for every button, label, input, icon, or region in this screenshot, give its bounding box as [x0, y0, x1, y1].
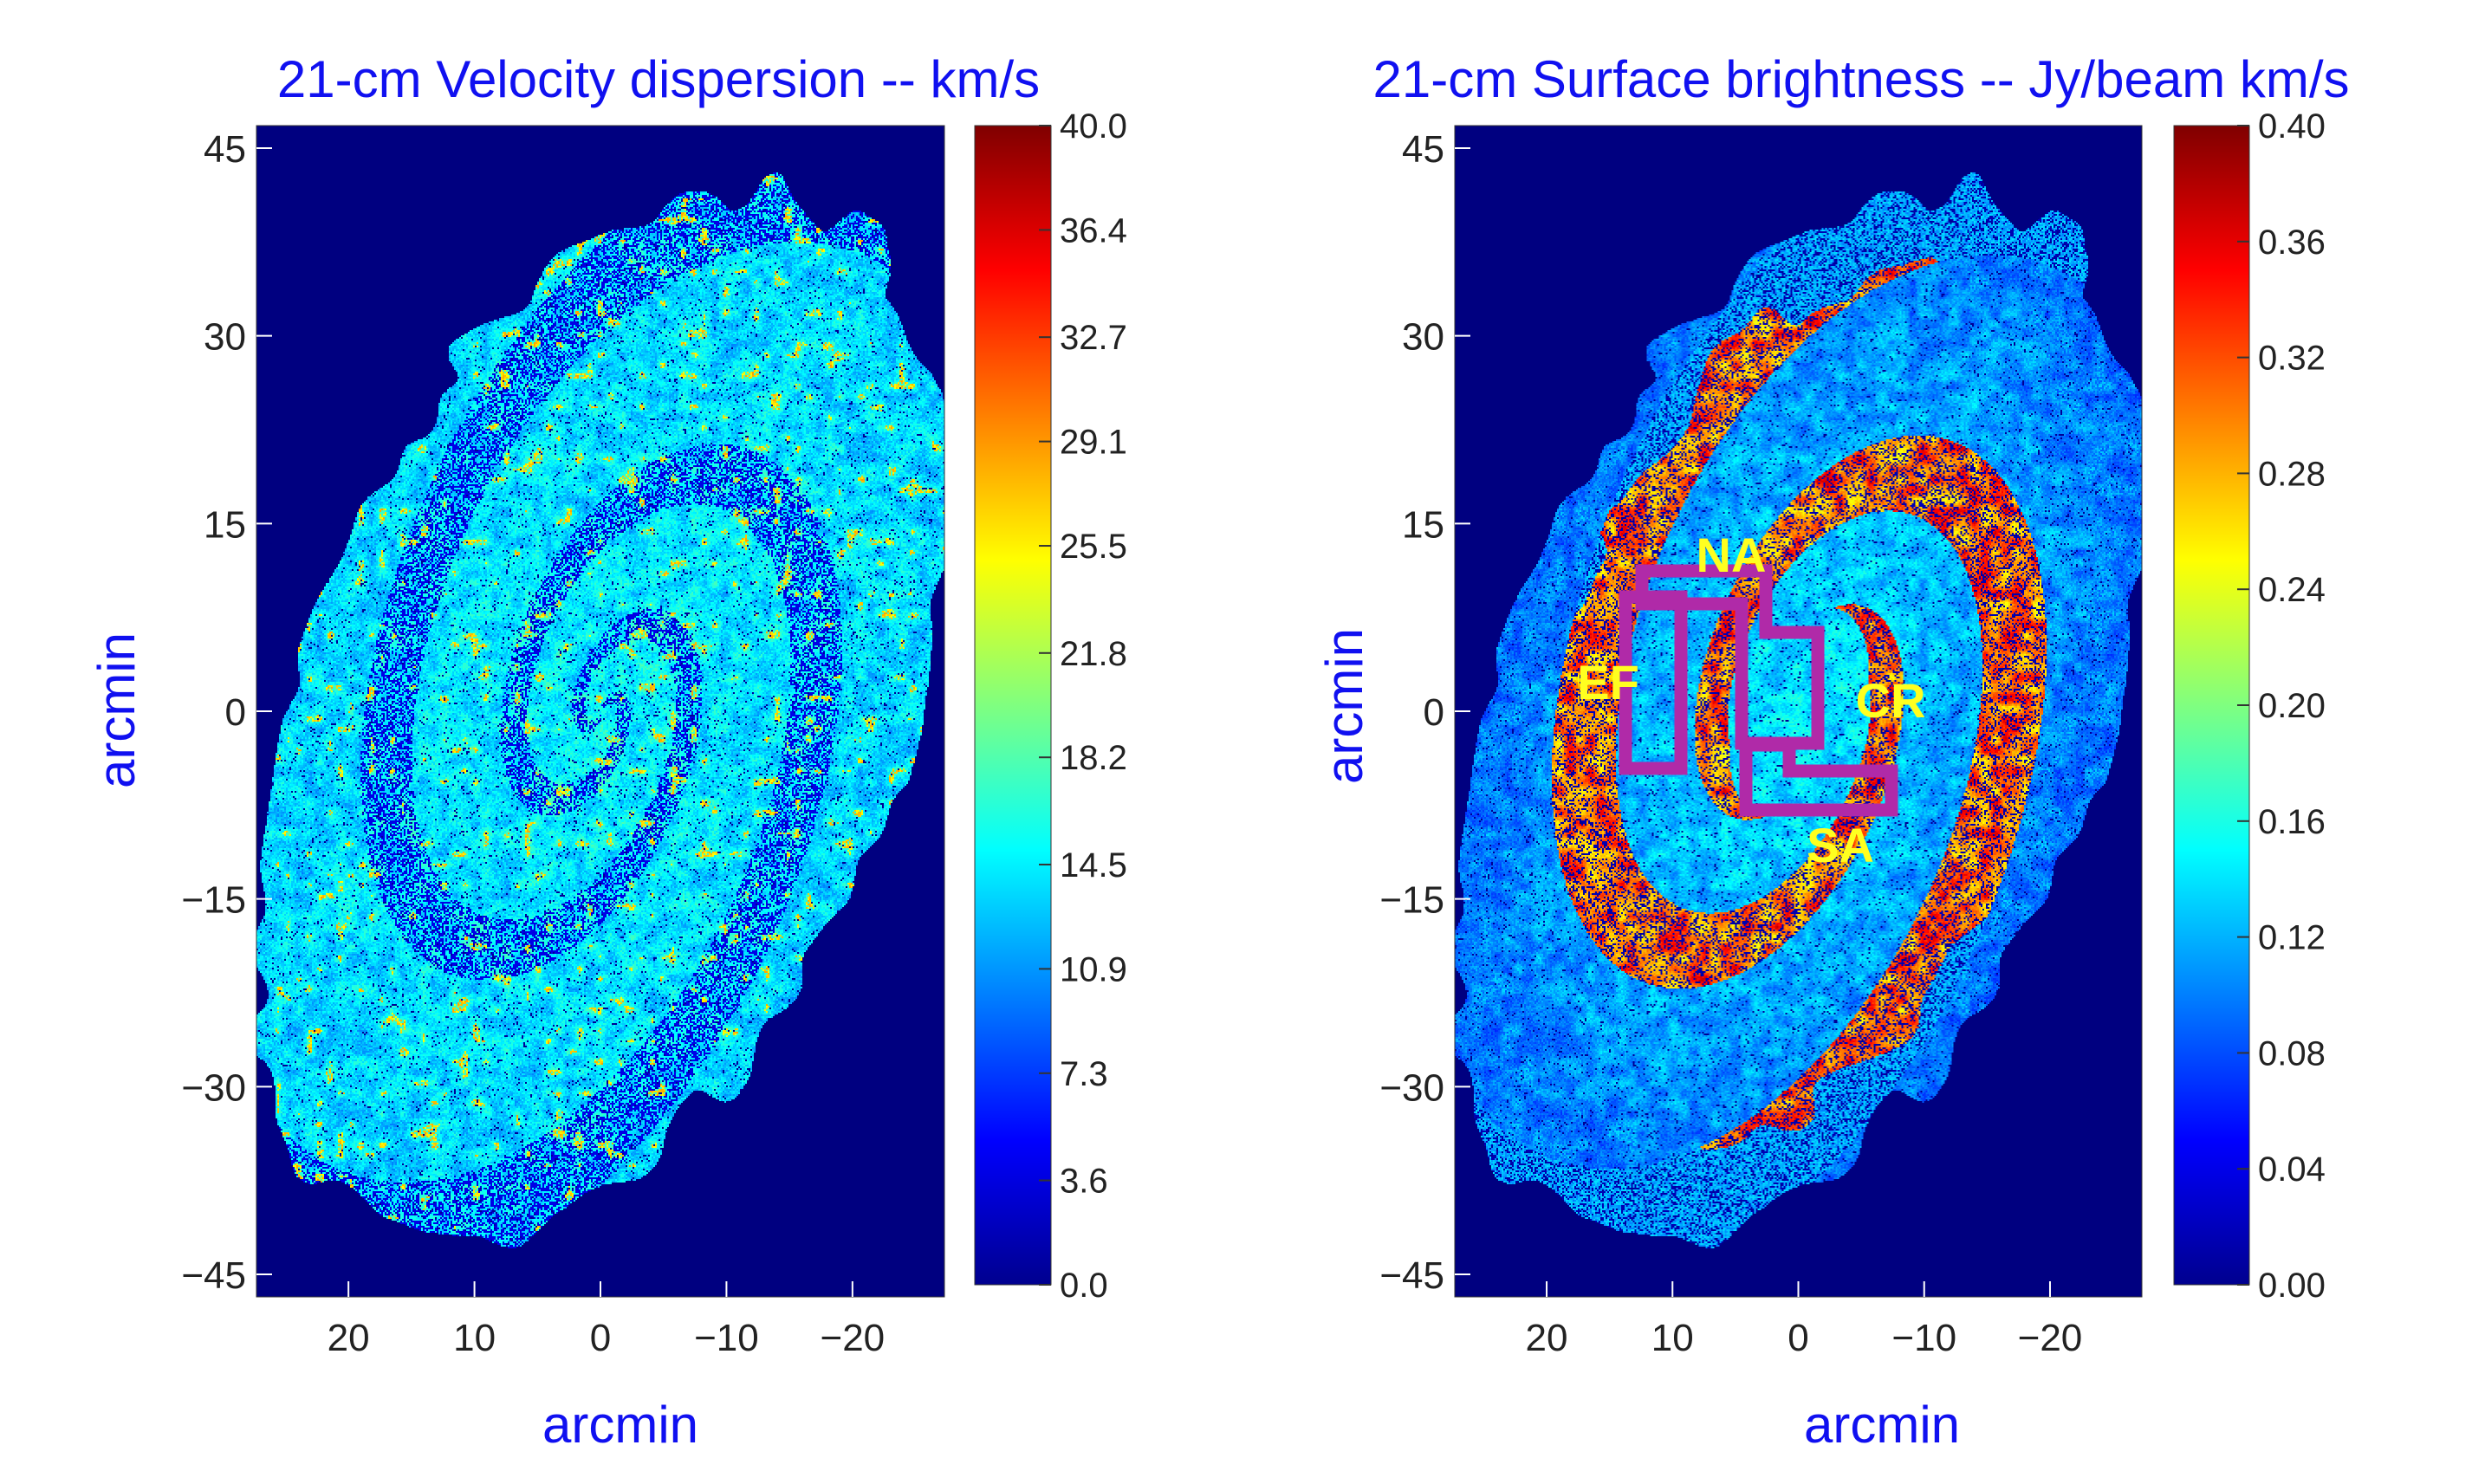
y-tick-label: −30: [181, 1066, 246, 1109]
x-tick-label: −10: [1891, 1317, 1956, 1359]
x-tick-label: 20: [1526, 1317, 1568, 1359]
region-box-sa: [1746, 745, 1891, 810]
region-label-ef: EF: [1577, 655, 1639, 710]
colorbar-tick-label: 0.36: [2258, 224, 2326, 262]
colorbar-tick-label: 0.32: [2258, 340, 2326, 378]
x-tick-label: 0: [1788, 1317, 1808, 1359]
x-axis-label: arcmin: [1804, 1396, 1960, 1454]
colorbar-tick-label: 32.7: [1060, 319, 1127, 357]
colorbar-tick-label: 0.20: [2258, 687, 2326, 725]
colorbar-tick-label: 0.40: [2258, 107, 2326, 146]
y-tick-label: 15: [1402, 503, 1444, 546]
y-tick-label: −45: [1379, 1254, 1444, 1297]
colorbar-tick-label: 7.3: [1060, 1055, 1108, 1093]
x-tick-label: 10: [453, 1317, 496, 1359]
y-axis-label: arcmin: [88, 632, 146, 788]
y-axis: 45 30 15 0 −15 −30 −45: [181, 128, 272, 1297]
x-tick-label: −20: [821, 1317, 886, 1359]
region-outlines: [1625, 571, 1891, 810]
x-tick-label: 20: [328, 1317, 370, 1359]
plot-frame: [1455, 126, 2142, 1297]
y-axis: 45 30 15 0 −15 −30 −45: [1379, 128, 1470, 1297]
x-tick-label: 0: [590, 1317, 611, 1359]
y-tick-label: 15: [204, 503, 246, 546]
region-label-sa: SA: [1807, 818, 1874, 872]
colorbar-tick-label: 10.9: [1060, 950, 1127, 988]
colorbar-tick-label: 0.0: [1060, 1267, 1108, 1305]
colorbar-tick-label: 3.6: [1060, 1163, 1108, 1201]
y-tick-label: −15: [1379, 879, 1444, 922]
figure: 21-cm Velocity dispersion -- km/s 20 10 0 −…: [0, 0, 2485, 1484]
y-tick-label: 30: [1402, 316, 1444, 359]
x-axis: 20 10 0 −10 −20: [328, 1281, 885, 1359]
region-label-na: NA: [1697, 528, 1767, 582]
colorbar-tick-label: 36.4: [1060, 211, 1127, 249]
y-tick-label: 30: [204, 316, 246, 359]
colorbar-tick-label: 21.8: [1060, 635, 1127, 673]
y-axis-label: arcmin: [1315, 628, 1373, 784]
y-tick-label: 0: [1424, 691, 1444, 734]
y-tick-label: −45: [181, 1254, 246, 1297]
colorbar-ticks: 0.00 0.04 0.08 0.12 0.16 0.20 0.24 0.28 0.32 0.36…: [2237, 107, 2326, 1305]
colorbar-tick-label: 0.12: [2258, 919, 2326, 957]
colorbar-ticks: 0.0 3.6 7.3 10.9 14.5 18.2 21.8 25.5 29.1 32.7 36.…: [1039, 107, 1127, 1305]
colorbar-tick-label: 18.2: [1060, 739, 1127, 777]
colorbar-tick-label: 40.0: [1060, 107, 1127, 146]
chart-title: 21-cm Velocity dispersion -- km/s: [277, 50, 1040, 108]
x-axis-label: arcmin: [542, 1396, 698, 1454]
y-tick-label: 45: [204, 128, 246, 171]
colorbar-tick-label: 0.08: [2258, 1034, 2326, 1072]
colorbar-tick-label: 0.04: [2258, 1150, 2326, 1189]
panel-surface-brightness: 21-cm Surface brightness -- Jy/beam km/s…: [1315, 50, 2350, 1454]
plot-frame: [256, 126, 944, 1297]
panel-velocity-dispersion: 21-cm Velocity dispersion -- km/s 20 10 0 −…: [88, 50, 1127, 1454]
colorbar-tick-label: 0.28: [2258, 455, 2326, 493]
colorbar-tick-label: 25.5: [1060, 528, 1127, 566]
y-tick-label: −30: [1379, 1066, 1444, 1109]
colorbar-tick-label: 0.00: [2258, 1267, 2326, 1305]
colorbar-tick-label: 0.16: [2258, 803, 2326, 841]
x-tick-label: −20: [2018, 1317, 2083, 1359]
x-tick-label: 10: [1651, 1317, 1694, 1359]
region-label-cr: CR: [1856, 673, 1926, 728]
y-tick-label: 0: [225, 691, 246, 734]
colorbar: [975, 126, 1051, 1285]
y-tick-label: 45: [1402, 128, 1444, 171]
y-tick-label: −15: [181, 879, 246, 922]
colorbar-tick-label: 29.1: [1060, 424, 1127, 462]
x-tick-label: −10: [694, 1317, 759, 1359]
colorbar-tick-label: 0.24: [2258, 571, 2326, 609]
x-axis: 20 10 0 −10 −20: [1526, 1281, 2083, 1359]
colorbar-tick-label: 14.5: [1060, 846, 1127, 885]
chart-title: 21-cm Surface brightness -- Jy/beam km/s: [1372, 50, 2349, 108]
